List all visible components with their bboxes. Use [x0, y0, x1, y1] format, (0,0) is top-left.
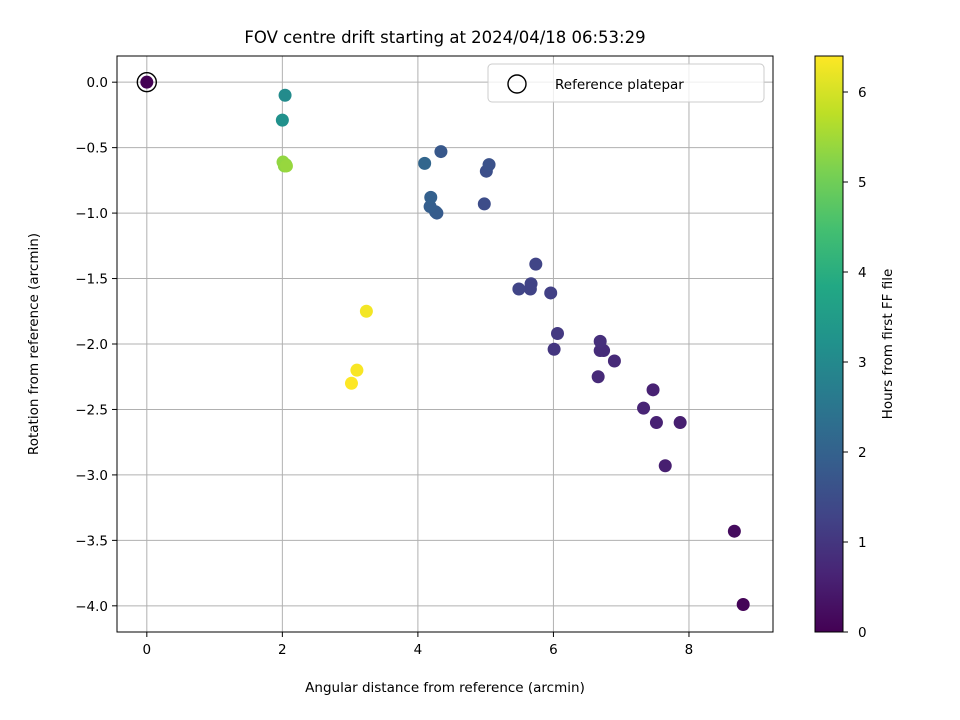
data-point-16	[529, 257, 543, 271]
data-point-27	[424, 190, 438, 204]
data-point-18	[523, 282, 537, 296]
legend: Reference platepar	[487, 63, 765, 103]
y-tick-label-6: −3.0	[75, 468, 108, 484]
y-tick-label-7: −3.5	[75, 533, 108, 549]
colorbar-ticks: 0 1 2 3 4 5 6	[843, 85, 867, 641]
colorbar-tick-label-4: 4	[858, 265, 867, 281]
y-tick-label-2: −1.0	[75, 206, 108, 222]
data-point-30	[275, 113, 289, 127]
data-point-13	[547, 342, 561, 356]
colorbar-tick-label-2: 2	[858, 445, 867, 461]
y-tick-label-8: −4.0	[75, 599, 108, 615]
y-tick-label-5: −2.5	[75, 402, 108, 418]
data-point-9	[607, 354, 621, 368]
colorbar-tick-label-1: 1	[858, 535, 867, 551]
colorbar-tick-label-6: 6	[858, 85, 867, 101]
data-point-5	[649, 416, 663, 430]
data-point-37	[344, 376, 358, 390]
y-axis-label: Rotation from reference (arcmin)	[26, 233, 42, 455]
reference-platepar-marker	[136, 71, 158, 93]
x-tick-label-4: 8	[685, 642, 694, 658]
data-points	[140, 75, 750, 612]
data-point-11	[593, 344, 607, 358]
reference-marker	[136, 71, 158, 93]
data-point-20	[477, 197, 491, 211]
colorbar-frame	[814, 55, 844, 633]
data-point-3	[658, 459, 672, 473]
data-point-29	[278, 88, 292, 102]
data-point-6	[637, 401, 651, 415]
data-point-12	[593, 334, 607, 348]
y-tick-label-1: −0.5	[75, 141, 108, 157]
colorbar-label: Hours from first FF file	[880, 269, 896, 420]
data-point-35	[359, 304, 373, 318]
x-axis-ticks: 0 2 4 6 8	[143, 632, 694, 658]
x-tick-label-0: 0	[143, 642, 152, 658]
x-axis-label: Angular distance from reference (arcmin)	[305, 680, 585, 696]
data-point-7	[646, 383, 660, 397]
legend-box	[487, 63, 765, 103]
x-tick-label-2: 4	[414, 642, 423, 658]
colorbar-tick-label-5: 5	[858, 175, 867, 191]
x-tick-label-3: 6	[549, 642, 558, 658]
legend-reference-circle-icon	[507, 74, 527, 94]
data-point-1	[736, 598, 750, 612]
data-point-14	[550, 327, 564, 341]
data-point-15	[544, 286, 558, 300]
data-point-8	[591, 370, 605, 384]
chart-title: FOV centre drift starting at 2024/04/18 …	[244, 28, 645, 47]
y-axis-ticks: 0.0 −0.5 −1.0 −1.5 −2.0 −2.5 −3.0 −3.5 −4.0	[75, 75, 117, 615]
data-point-0	[140, 75, 154, 89]
data-point-4	[673, 416, 687, 430]
data-point-2	[727, 524, 741, 538]
legend-entry-reference: Reference platepar	[555, 77, 684, 93]
colorbar-tick-label-3: 3	[858, 355, 867, 371]
colorbar-tick-label-0: 0	[858, 625, 867, 641]
data-point-28	[418, 156, 432, 170]
colorbar	[815, 56, 843, 632]
data-point-19	[512, 282, 526, 296]
data-point-36	[350, 363, 364, 377]
y-tick-label-0: 0.0	[87, 75, 108, 91]
x-tick-label-1: 2	[278, 642, 287, 658]
data-point-22	[482, 158, 496, 172]
grid-lines	[117, 56, 773, 632]
y-tick-label-4: −2.0	[75, 337, 108, 353]
y-tick-label-3: −1.5	[75, 272, 108, 288]
data-point-34	[279, 159, 293, 173]
data-point-23	[434, 145, 448, 159]
